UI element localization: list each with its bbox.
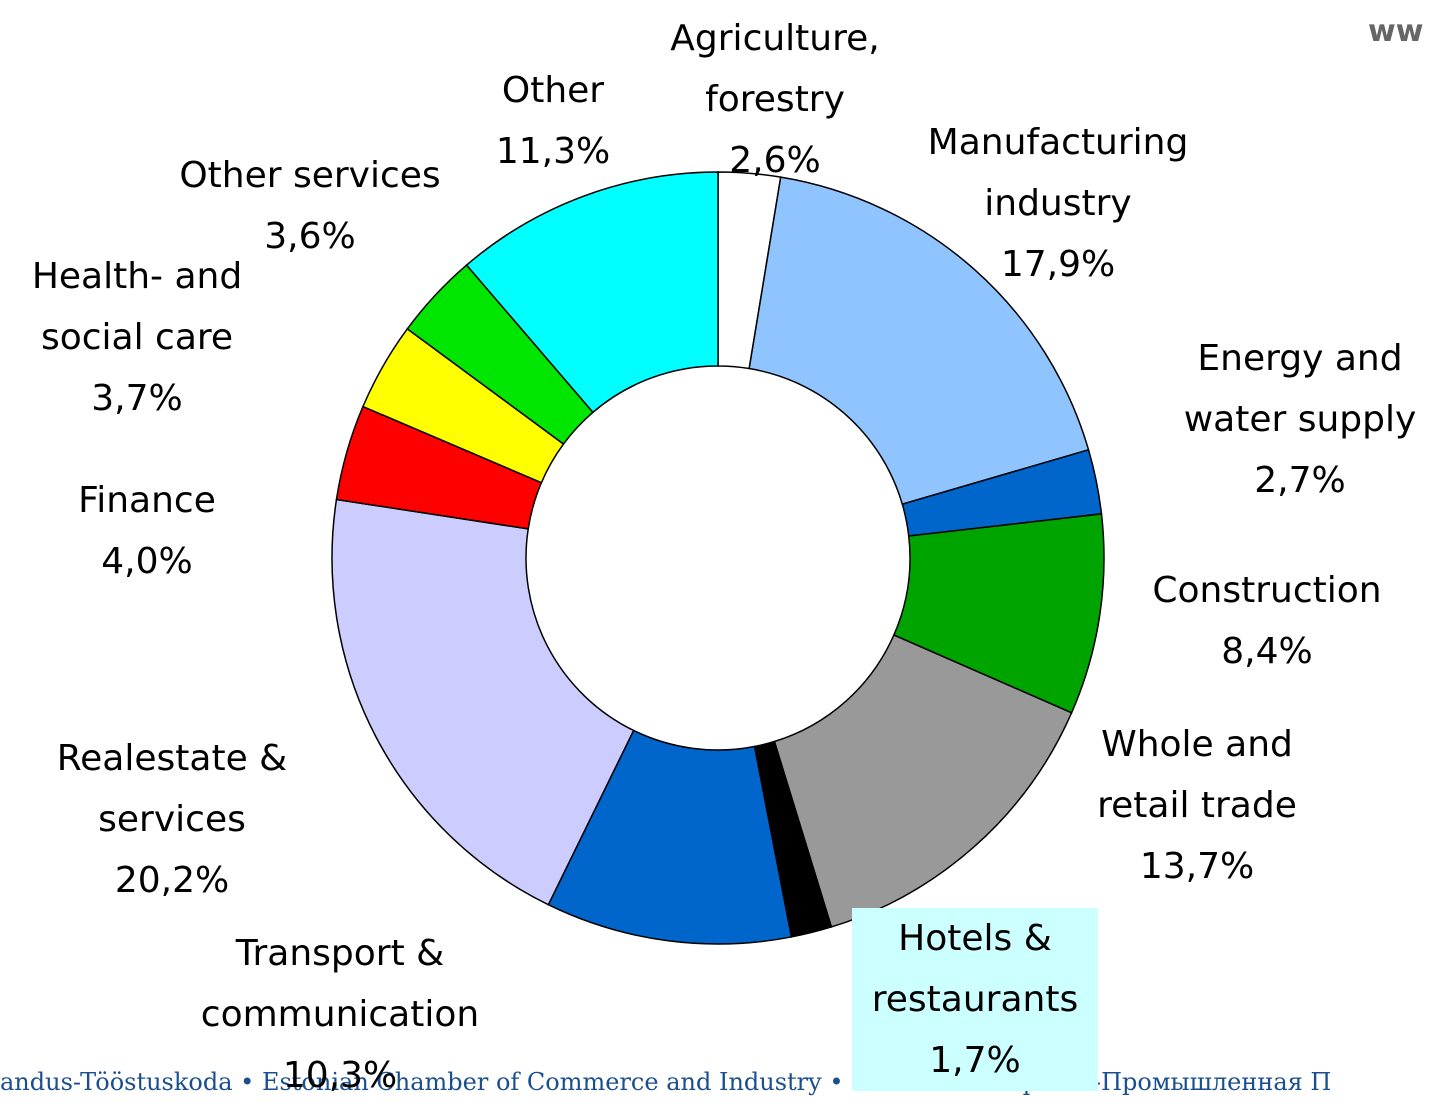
value-label: 8,4%	[1221, 631, 1313, 672]
category-label: Realestate & services	[56, 738, 288, 840]
slice-label: Agriculture, forestry 2,6%	[645, 8, 905, 191]
value-label: 3,6%	[264, 216, 356, 257]
slice-label: Other services 3,6%	[145, 145, 475, 267]
slice-label: Energy and water supply 2,7%	[1165, 328, 1435, 511]
category-label: Other	[501, 70, 605, 111]
value-label: 2,6%	[729, 140, 821, 181]
value-label: 10,3%	[282, 1055, 398, 1096]
slice	[331, 498, 635, 906]
slice-label: Transport & communication 10,3%	[170, 923, 510, 1106]
category-label: Energy and water supply	[1183, 338, 1417, 440]
slice-label: Health- and social care 3,7%	[7, 246, 267, 429]
footer: andus-Tööstuskoda • Estonian Chamber of …	[0, 1068, 1332, 1096]
slice-label: Construction 8,4%	[1117, 560, 1417, 682]
category-label: Whole and retail trade	[1097, 724, 1297, 826]
watermark: ww	[1368, 14, 1424, 49]
category-label: Finance	[78, 480, 216, 521]
value-label: 20,2%	[114, 860, 230, 901]
category-label: Hotels & restaurants	[871, 918, 1079, 1020]
slice-label: Whole and retail trade 13,7%	[1072, 714, 1322, 897]
slice-label: Realestate & services 20,2%	[22, 728, 322, 911]
slice	[465, 171, 719, 414]
slice-label: Finance 4,0%	[17, 470, 277, 592]
category-label: Health- and social care	[31, 256, 243, 358]
slice	[547, 729, 793, 945]
category-label: Manufacturing industry	[927, 122, 1189, 224]
category-label: Agriculture, forestry	[670, 18, 880, 120]
value-label: 17,9%	[1000, 244, 1116, 285]
value-label: 3,7%	[91, 378, 183, 419]
value-label: 4,0%	[101, 541, 193, 582]
slice-label: Other 11,3%	[453, 60, 653, 182]
category-label: Construction	[1152, 570, 1382, 611]
slice	[773, 634, 1073, 928]
category-label: Transport & communication	[200, 933, 480, 1035]
slice-label: Manufacturing industry 17,9%	[893, 112, 1223, 295]
value-label: 13,7%	[1139, 846, 1255, 887]
category-label: Other services	[179, 155, 441, 196]
slice-label: Hotels & restaurants 1,7%	[852, 908, 1098, 1091]
value-label: 1,7%	[929, 1040, 1021, 1081]
slice	[748, 176, 1090, 506]
value-label: 2,7%	[1254, 460, 1346, 501]
value-label: 11,3%	[495, 131, 611, 172]
